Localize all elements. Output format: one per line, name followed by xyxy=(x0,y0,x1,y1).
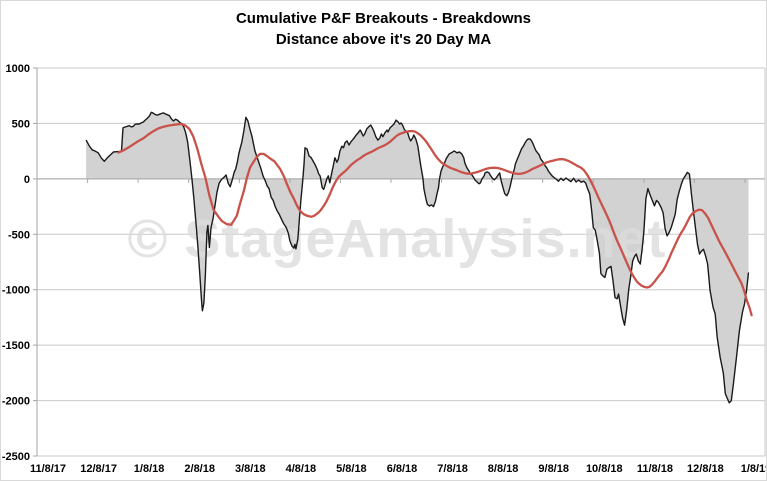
y-axis-label: -2500 xyxy=(2,451,30,463)
x-axis-label: 2/8/18 xyxy=(184,463,215,475)
x-axis-label: 5/8/18 xyxy=(336,463,367,475)
y-axis-label: -2000 xyxy=(2,396,30,408)
x-axis-label: 1/8/18 xyxy=(134,463,165,475)
x-axis-label: 12/8/18 xyxy=(687,463,724,475)
y-axis-label: -1500 xyxy=(2,340,30,352)
y-axis-label: 500 xyxy=(12,118,30,130)
x-axis-label: 3/8/18 xyxy=(235,463,266,475)
x-axis-label: 8/8/18 xyxy=(488,463,519,475)
x-axis-label: 1/8/19 xyxy=(741,463,767,475)
x-axis-label: 10/8/18 xyxy=(586,463,623,475)
watermark: © StageAnalysis.net xyxy=(128,209,667,269)
y-axis-label: -1000 xyxy=(2,285,30,297)
x-axis-label: 4/8/18 xyxy=(286,463,317,475)
y-axis-label: 0 xyxy=(24,174,30,186)
x-axis-label: 11/8/18 xyxy=(637,463,673,475)
area-series-outline xyxy=(85,111,750,404)
x-axis-label: 11/8/17 xyxy=(30,463,66,475)
x-axis-label: 6/8/18 xyxy=(387,463,418,475)
x-axis-label: 9/8/18 xyxy=(538,463,569,475)
ma-line xyxy=(117,122,753,317)
y-axis-label: 1000 xyxy=(6,63,30,75)
area-series-fill xyxy=(86,112,749,403)
x-axis-label: 7/8/18 xyxy=(437,463,468,475)
x-axis-label: 12/8/17 xyxy=(80,463,117,475)
y-axis-label: -500 xyxy=(8,229,30,241)
